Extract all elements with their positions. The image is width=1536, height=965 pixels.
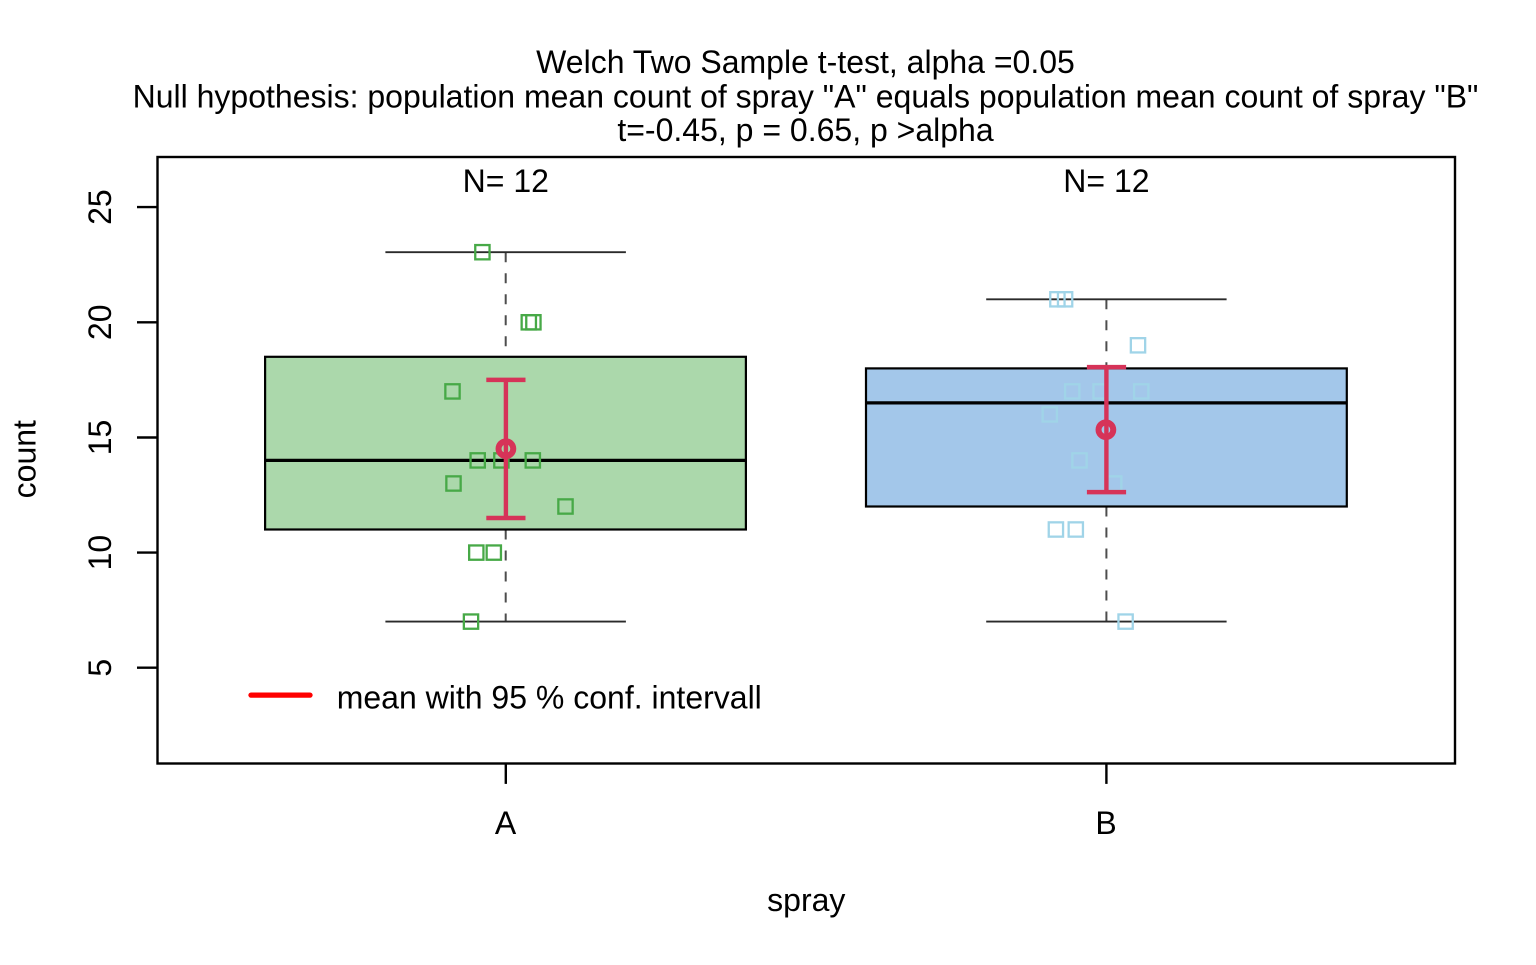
svg-text:Welch Two Sample t-test, alpha: Welch Two Sample t-test, alpha =0.05	[536, 44, 1075, 80]
svg-text:t=-0.45, p = 0.65, p >alpha: t=-0.45, p = 0.65, p >alpha	[617, 112, 994, 148]
svg-text:mean with 95 % conf. intervall: mean with 95 % conf. intervall	[337, 679, 762, 715]
svg-text:20: 20	[82, 305, 118, 341]
svg-text:count: count	[7, 420, 43, 498]
svg-text:A: A	[495, 805, 517, 841]
svg-text:N= 12: N= 12	[463, 163, 549, 199]
svg-text:5: 5	[82, 659, 118, 677]
svg-text:Null hypothesis: population me: Null hypothesis: population mean count o…	[133, 79, 1479, 115]
svg-text:B: B	[1095, 805, 1116, 841]
svg-text:10: 10	[82, 535, 118, 571]
svg-text:N= 12: N= 12	[1063, 163, 1149, 199]
svg-text:25: 25	[82, 189, 118, 225]
svg-text:spray: spray	[767, 882, 845, 918]
svg-text:15: 15	[82, 420, 118, 456]
